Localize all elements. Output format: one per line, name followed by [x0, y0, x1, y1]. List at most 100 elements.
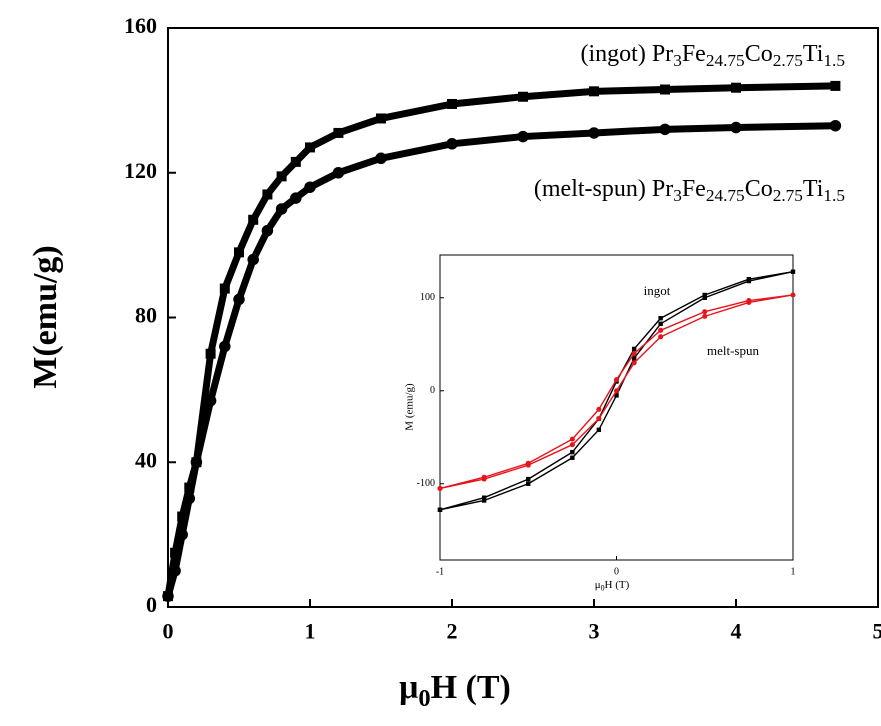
- marker: [658, 327, 664, 333]
- marker: [376, 113, 386, 124]
- x-axis-label: μ0H (T): [399, 669, 511, 712]
- marker: [305, 142, 315, 153]
- marker: [731, 82, 741, 93]
- x-tick-label: 0: [163, 618, 174, 643]
- marker: [631, 356, 637, 361]
- marker: [613, 388, 620, 394]
- annotation: (ingot) Pr3Fe24.75Co2.75Ti1.5: [581, 41, 845, 71]
- marker: [481, 495, 487, 500]
- marker: [219, 340, 231, 353]
- marker: [276, 171, 287, 182]
- annotation-part: ingot: [644, 283, 671, 298]
- marker: [204, 394, 217, 407]
- annotation-part: 24.75: [706, 51, 745, 70]
- marker: [437, 485, 443, 491]
- marker: [596, 427, 602, 433]
- marker: [569, 436, 575, 442]
- marker: [569, 442, 575, 448]
- y-axis-label: M (emu/g): [404, 383, 416, 431]
- marker: [481, 474, 487, 480]
- marker: [659, 123, 671, 136]
- marker: [290, 156, 301, 167]
- marker: [631, 360, 637, 366]
- annotation-part: Co: [745, 176, 773, 202]
- annotation-part: (ingot) Pr: [581, 41, 674, 67]
- annotation-part: 3: [673, 51, 682, 70]
- y-tick-label: 0: [430, 385, 435, 396]
- x-axis-label-part: H (T): [431, 669, 511, 706]
- annotation: ingot: [644, 283, 671, 298]
- marker: [446, 138, 458, 150]
- y-tick-label: 120: [124, 158, 157, 183]
- marker: [790, 269, 796, 274]
- x-axis-label-part: 0: [418, 685, 430, 712]
- annotation-part: 3: [673, 186, 682, 205]
- marker: [658, 321, 663, 327]
- y-tick-label: -100: [417, 478, 435, 489]
- annotation: melt-spun: [707, 343, 759, 358]
- x-axis-label-part: 0: [601, 583, 605, 592]
- marker: [169, 565, 181, 577]
- marker: [570, 455, 575, 460]
- x-tick-label: 2: [447, 618, 458, 643]
- marker: [290, 192, 302, 204]
- annotation-part: 1.5: [823, 186, 845, 205]
- marker: [730, 121, 742, 134]
- x-axis-label-part: μ: [399, 669, 418, 706]
- marker: [333, 127, 344, 138]
- marker: [596, 416, 602, 422]
- marker: [658, 316, 663, 321]
- annotation-part: 2.75: [773, 186, 803, 205]
- marker: [702, 313, 708, 319]
- annotation-part: 24.75: [706, 186, 745, 205]
- marker: [830, 80, 841, 91]
- annotation-part: Ti: [803, 41, 824, 67]
- marker: [304, 181, 316, 193]
- x-tick-label: 0: [614, 566, 619, 577]
- x-axis-label-part: μ: [595, 579, 601, 591]
- marker: [631, 346, 637, 352]
- marker: [247, 253, 259, 266]
- marker: [481, 498, 487, 503]
- annotation-part: 2.75: [773, 51, 803, 70]
- x-tick-label: -1: [436, 566, 444, 577]
- annotation-part: (melt-spun) Pr: [534, 176, 673, 202]
- annotation-part: Fe: [682, 176, 706, 202]
- marker: [183, 492, 196, 505]
- annotation-part: Fe: [682, 41, 706, 67]
- x-tick-label: 5: [873, 618, 881, 643]
- marker: [746, 298, 752, 304]
- marker: [658, 334, 664, 340]
- x-axis-label: μ0H (T): [595, 579, 630, 593]
- x-tick-label: 4: [731, 618, 742, 643]
- marker: [447, 98, 457, 109]
- marker: [190, 456, 203, 468]
- marker: [613, 377, 620, 383]
- marker: [375, 152, 387, 165]
- marker: [829, 119, 842, 132]
- annotation-part: 1.5: [823, 51, 845, 70]
- marker: [525, 460, 531, 466]
- annotation: (melt-spun) Pr3Fe24.75Co2.75Ti1.5: [534, 176, 845, 206]
- annotation-part: melt-spun: [707, 343, 759, 358]
- marker: [162, 590, 174, 602]
- marker: [233, 293, 245, 306]
- marker: [702, 309, 708, 315]
- y-tick-label: 100: [420, 292, 435, 303]
- annotation-part: Ti: [803, 176, 824, 202]
- marker: [589, 86, 599, 97]
- marker: [526, 481, 531, 486]
- marker: [332, 167, 345, 179]
- marker: [262, 189, 273, 200]
- marker: [518, 91, 528, 102]
- y-tick-label: 160: [124, 13, 157, 38]
- x-axis-label-part: H (T): [605, 579, 630, 591]
- marker: [526, 476, 531, 482]
- marker: [588, 127, 600, 139]
- y-tick-label: 80: [135, 303, 157, 328]
- marker: [234, 247, 244, 258]
- marker: [702, 292, 707, 298]
- plot-frame: [439, 254, 794, 561]
- marker: [790, 292, 796, 298]
- marker: [614, 393, 619, 398]
